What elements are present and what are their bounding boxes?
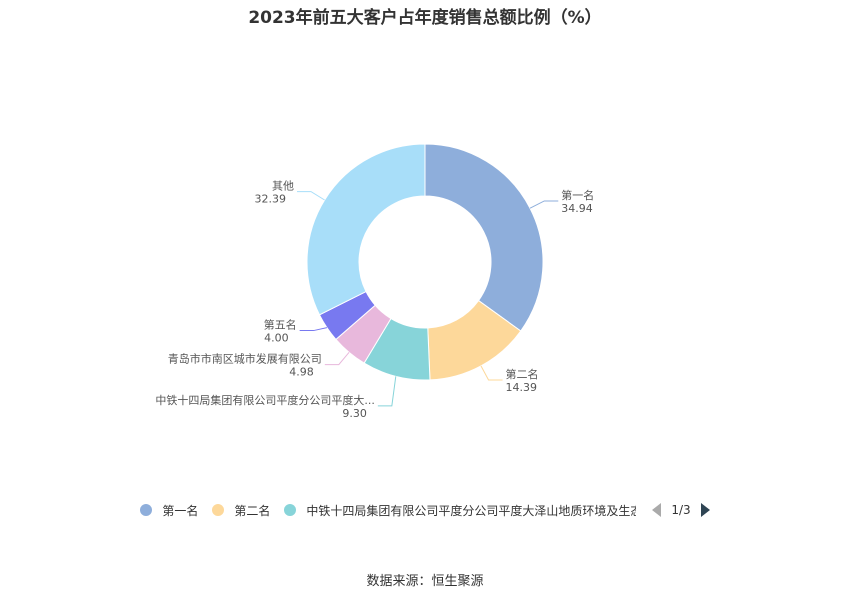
- slice-name-label: 第一名: [561, 188, 594, 202]
- legend-label: 第一名: [162, 503, 199, 518]
- legend-marker: [140, 504, 153, 516]
- legend-label: 中铁十四局集团有限公司平度分公司平度大泽山地质环境及生态治: [306, 503, 637, 518]
- slice-value-label: 14.39: [506, 381, 538, 394]
- data-source: 数据来源：恒生聚源: [366, 574, 484, 589]
- slice-name-label: 第二名: [506, 367, 539, 381]
- legend-next-icon[interactable]: [700, 503, 710, 517]
- leader-line: [299, 327, 328, 332]
- leader-line: [296, 191, 325, 201]
- legend-marker: [284, 504, 297, 516]
- leader-line: [324, 352, 350, 366]
- slice-name-label: 青岛市市南区城市发展有限公司: [168, 352, 322, 366]
- leader-line: [529, 200, 559, 209]
- leader-line: [377, 376, 397, 407]
- slice-value-label: 32.39: [254, 193, 286, 206]
- donut-slice[interactable]: [424, 143, 544, 332]
- legend: 第一名 第二名 中铁十四局集团有限公司平度分公司平度大泽山地质环境及生态治 1/…: [0, 500, 850, 520]
- legend-prev-icon[interactable]: [652, 503, 662, 517]
- legend-label: 第二名: [234, 503, 271, 518]
- slice-value-label: 4.00: [264, 332, 289, 345]
- slice-value-label: 9.30: [342, 407, 367, 420]
- slice-name-label: 第五名: [264, 318, 297, 332]
- chart-title: 2023年前五大客户占年度销售总额比例（%）: [248, 8, 602, 28]
- legend-page-indicator: 1/3: [671, 503, 691, 517]
- legend-pagination: 1/3: [652, 503, 710, 517]
- legend-item-2[interactable]: 第二名: [212, 502, 270, 519]
- slice-name-label: 其他: [272, 180, 294, 193]
- slice-value-label: 4.98: [289, 366, 314, 379]
- donut-slice[interactable]: [306, 143, 426, 316]
- leader-line: [480, 365, 503, 381]
- slice-name-label: 中铁十四局集团有限公司平度分公司平度大...: [155, 393, 375, 407]
- legend-item-3[interactable]: 中铁十四局集团有限公司平度分公司平度大泽山地质环境及生态治: [284, 502, 636, 519]
- legend-marker: [212, 504, 225, 516]
- slice-value-label: 34.94: [561, 202, 593, 215]
- legend-item-1[interactable]: 第一名: [140, 502, 198, 519]
